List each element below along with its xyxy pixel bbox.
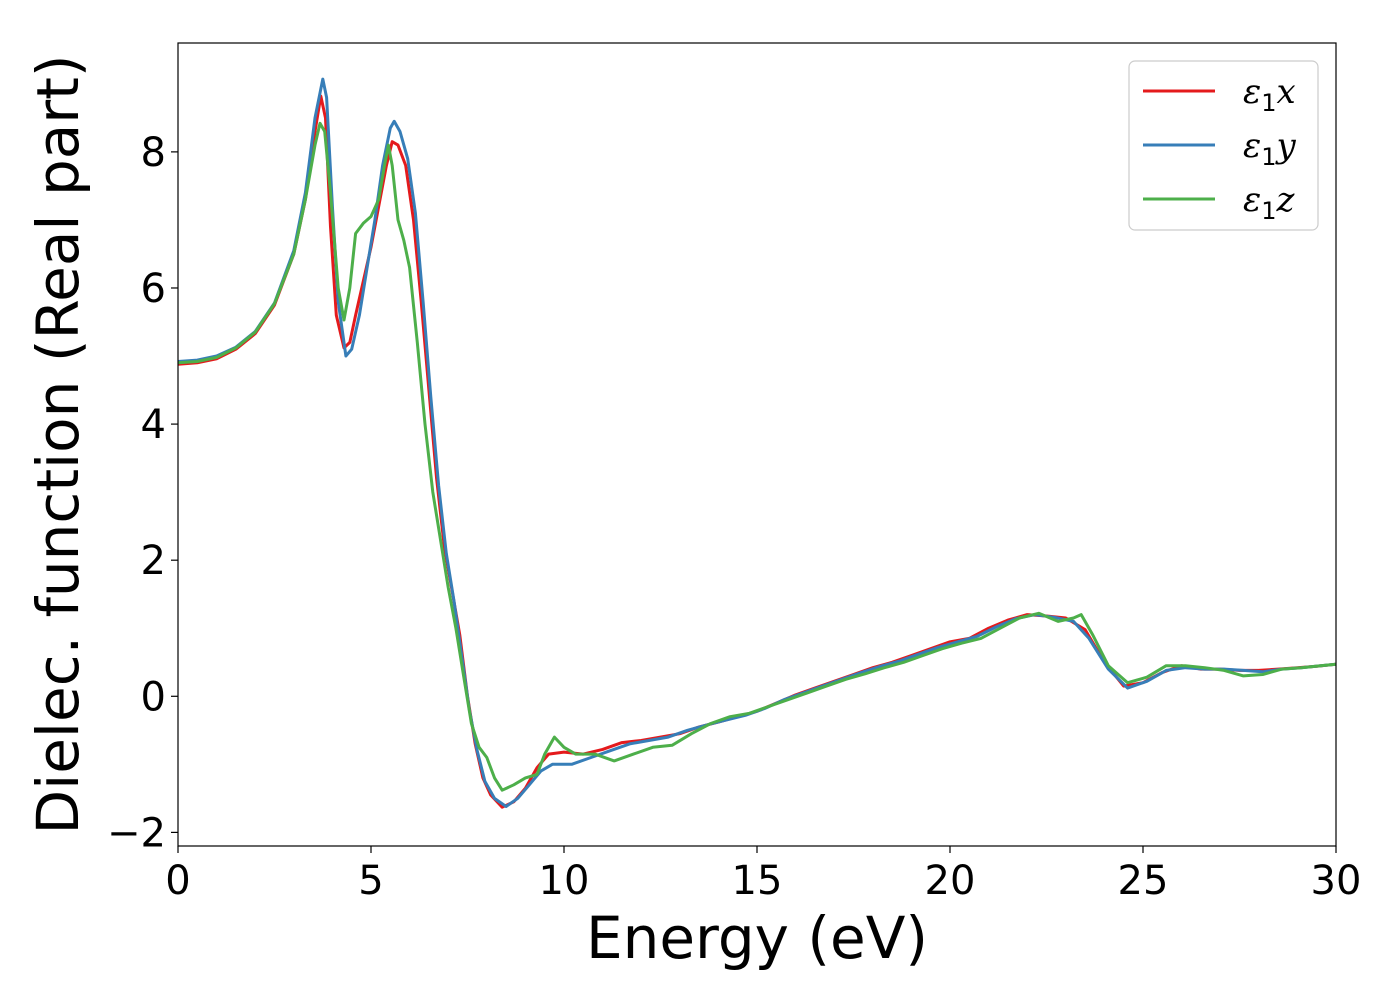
y-tick-label: 6 (141, 266, 166, 312)
y-tick-label: 8 (141, 130, 166, 176)
series-line-z (178, 121, 1336, 792)
x-tick-label: 30 (1311, 858, 1362, 904)
y-tick-label: 0 (141, 674, 166, 720)
legend-entry-x: ε1x (1243, 72, 1296, 117)
x-tick-label: 10 (539, 858, 590, 904)
legend: ε1x ε1y ε1z (1128, 60, 1319, 231)
x-axis-label: Energy (eV) (586, 904, 928, 972)
series-line-y (178, 77, 1336, 808)
x-tick-label: 0 (165, 858, 190, 904)
legend-box (1128, 60, 1319, 231)
plot-series-group (178, 77, 1336, 809)
x-tick-label: 5 (358, 858, 383, 904)
y-tick-label: −2 (107, 810, 166, 856)
x-tick-label: 25 (1118, 858, 1169, 904)
y-axis-label: Dielec. function (Real part) (24, 54, 92, 834)
legend-entry-y: ε1y (1243, 126, 1297, 171)
y-tick-label: 2 (141, 538, 166, 584)
legend-entry-z: ε1z (1243, 180, 1296, 225)
x-tick-label: 15 (732, 858, 783, 904)
y-tick-label: 4 (141, 402, 166, 448)
x-tick-label: 20 (925, 858, 976, 904)
